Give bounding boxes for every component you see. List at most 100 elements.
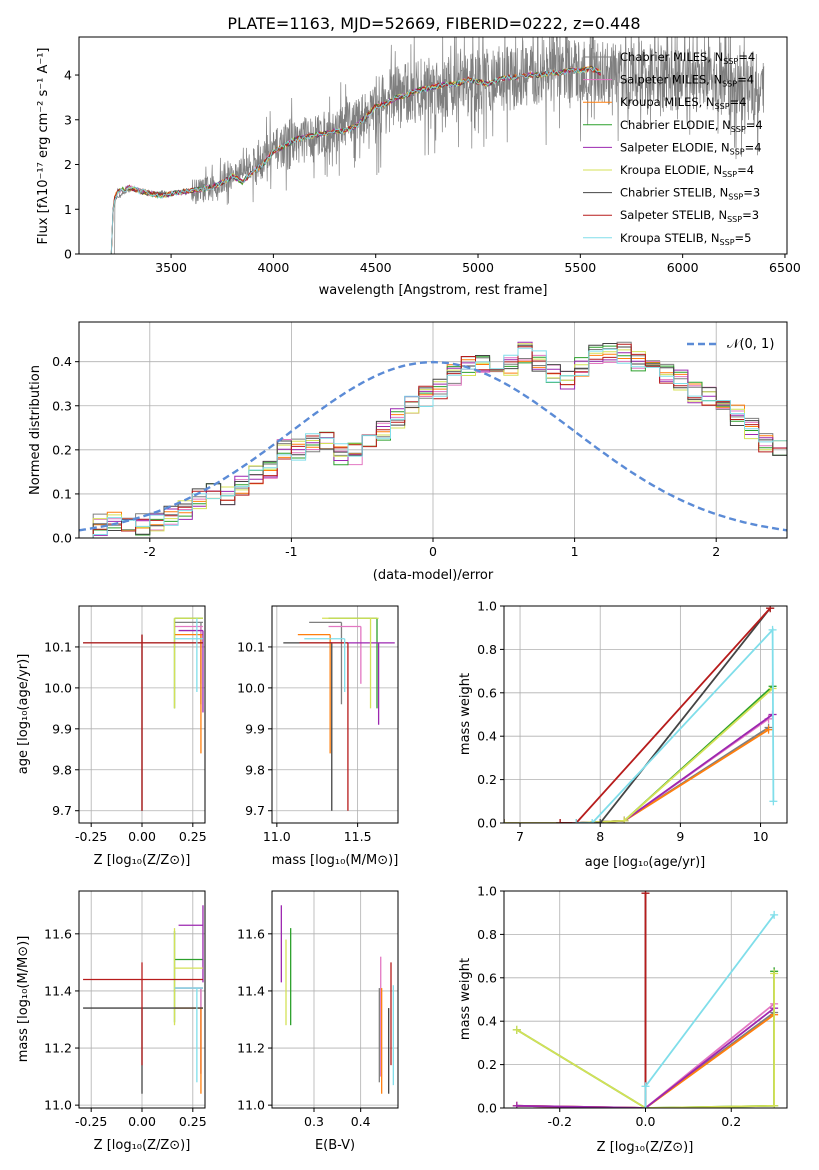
y-tick-label: 0.2 — [477, 1057, 497, 1072]
weight-vs-Z-panel: -0.2 0.0 0.2 0.0 0.2 0.4 0.6 0.8 1.0 Z [log₁₀(Z/… — [458, 884, 788, 1155]
errorbar-point — [174, 1007, 203, 1094]
x-tick-label: 0.4 — [351, 1114, 371, 1129]
errorbar-point — [174, 618, 203, 692]
x-tick-label: 5000 — [462, 260, 494, 275]
y-tick-label: 11.6 — [44, 926, 72, 941]
spectrum-xlabel: wavelength [Angstrom, rest frame] — [319, 283, 548, 298]
errorbar-point — [283, 642, 333, 811]
residual-histogram — [79, 347, 787, 538]
y-tick-label: 0.3 — [52, 398, 72, 413]
y-tick-label: 11.6 — [237, 926, 265, 941]
mass-vs-Z-ylabel: mass [log₁₀(M/M⊙)] — [16, 936, 31, 1063]
residual-histogram — [79, 343, 787, 538]
y-tick-label: 10.1 — [44, 639, 72, 654]
y-tick-label: 3 — [64, 112, 72, 127]
y-tick-label: 9.7 — [52, 803, 72, 818]
y-tick-label: 2 — [64, 157, 72, 172]
weight-vs-age-xlabel: age [log₁₀(age/yr)] — [585, 855, 706, 870]
legend-entry: Salpeter STELIB, NSSP=3 — [620, 208, 759, 224]
x-tick-label: 0 — [429, 544, 437, 559]
residual-histogram — [79, 343, 787, 538]
legend-entry: Salpeter MILES, NSSP=4 — [620, 73, 754, 89]
y-tick-label: 11.4 — [44, 983, 72, 998]
residuals-panel: -2 -1 0 1 2 0.0 0.1 0.2 0.3 0.4 (data-model)/erro… — [28, 321, 788, 583]
y-tick-label: 9.8 — [245, 762, 265, 777]
x-tick-label: -0.2 — [548, 1114, 572, 1129]
x-tick-label: 3500 — [155, 260, 187, 275]
y-tick-label: 9.7 — [245, 803, 265, 818]
y-tick-label: 0.0 — [52, 531, 72, 546]
x-tick-label: -1 — [285, 544, 297, 559]
weight-line — [504, 713, 774, 823]
x-tick-label: -0.25 — [75, 829, 107, 844]
y-tick-label: 0.6 — [477, 685, 497, 700]
y-tick-label: 11.4 — [237, 983, 265, 998]
y-tick-label: 0.2 — [52, 442, 72, 457]
errorbar-point — [173, 617, 203, 709]
spectrum-legend: Chabrier MILES, NSSP=4 Salpeter MILES, NS… — [583, 50, 763, 247]
weight-line — [516, 1007, 775, 1108]
x-tick-label: 11.0 — [263, 829, 291, 844]
y-tick-label: 1.0 — [477, 884, 497, 899]
x-tick-label: 0.3 — [304, 1114, 324, 1129]
y-tick-label: 11.2 — [237, 1041, 265, 1056]
weight-marker — [766, 606, 775, 613]
legend-entry: Kroupa ELODIE, NSSP=4 — [620, 163, 754, 179]
y-tick-label: 0 — [64, 247, 72, 262]
y-tick-label: 9.9 — [245, 721, 265, 736]
weight-vs-age-ylabel: mass weight — [458, 673, 473, 755]
errorbar-point — [174, 987, 203, 1074]
model-spectrum-line — [110, 66, 601, 254]
weight-line — [504, 687, 774, 823]
y-tick-label: 11.0 — [44, 1098, 72, 1113]
x-tick-label: 2 — [712, 544, 720, 559]
residuals-ylabel: Normed distribution — [28, 365, 43, 495]
errorbar-point — [322, 617, 379, 709]
legend-entry: Kroupa STELIB, NSSP=5 — [620, 231, 751, 247]
y-tick-label: 1.0 — [477, 599, 497, 614]
y-tick-label: 0.4 — [477, 729, 497, 744]
weight-vs-Z-ylabel: mass weight — [458, 958, 473, 1040]
y-tick-label: 0.0 — [477, 816, 497, 831]
weight-marker — [641, 1082, 650, 1091]
y-tick-label: 1 — [64, 202, 72, 217]
weight-marker — [512, 1025, 521, 1034]
y-tick-label: 0.6 — [477, 970, 497, 985]
age-vs-Z-ylabel: age [log₁₀(age/yr)] — [16, 654, 31, 775]
y-tick-label: 0.8 — [477, 642, 497, 657]
mass-vs-Z-xlabel: Z [log₁₀(Z/Z⊙)] — [94, 1138, 191, 1153]
age-vs-Z-xlabel: Z [log₁₀(Z/Z⊙)] — [94, 853, 191, 868]
errorbar-point — [330, 642, 395, 725]
weight-line — [560, 607, 771, 823]
weight-marker — [769, 797, 778, 806]
spectrum-panel: 3500 4000 4500 5000 5500 6000 6500 0 1 2 3 4 wavele… — [36, 36, 801, 298]
errorbar-point — [174, 987, 203, 1074]
x-tick-label: 6500 — [769, 260, 801, 275]
legend-entry: Salpeter ELODIE, NSSP=4 — [620, 140, 762, 156]
mass-vs-Z-panel: -0.25 0.00 0.25 11.0 11.2 11.4 11.6 Z [log₁₀(Z… — [16, 890, 207, 1153]
weight-marker — [596, 819, 605, 823]
weight-marker — [641, 1104, 650, 1108]
weight-marker — [768, 625, 777, 634]
figure-title: PLATE=1163, MJD=52669, FIBERID=0222, z=0… — [227, 14, 640, 33]
errorbar-point — [328, 617, 378, 709]
errorbar-point — [178, 629, 204, 713]
errorbar-point — [83, 1007, 203, 1094]
weight-marker — [572, 819, 581, 823]
legend-entry: Chabrier STELIB, NSSP=3 — [620, 186, 760, 202]
weight-vs-Z-xlabel: Z [log₁₀(Z/Z⊙)] — [597, 1140, 694, 1155]
gaussian-legend-label: 𝒩(0, 1) — [727, 337, 774, 352]
x-tick-label: 5500 — [564, 260, 596, 275]
y-tick-label: 9.9 — [52, 721, 72, 736]
errorbar-point — [83, 962, 203, 1066]
x-tick-label: 0.2 — [721, 1114, 741, 1129]
age-vs-Z-panel: -0.25 0.00 0.25 9.7 9.8 9.9 10.0 10.1 Z [log₁₀(… — [16, 605, 207, 868]
weight-vs-age-panel: 7 8 9 10 0.0 0.2 0.4 0.6 0.8 1.0 age [log₁₀(age/y… — [458, 599, 788, 870]
y-tick-label: 10.0 — [44, 680, 72, 695]
weight-marker — [770, 910, 779, 919]
x-tick-label: 8 — [596, 829, 604, 844]
weight-marker — [588, 819, 597, 823]
x-tick-label: 4000 — [257, 260, 289, 275]
age-vs-mass-panel: 11.0 11.5 9.7 9.8 9.9 10.0 10.1 mass [log₁₀(M/… — [237, 605, 399, 868]
